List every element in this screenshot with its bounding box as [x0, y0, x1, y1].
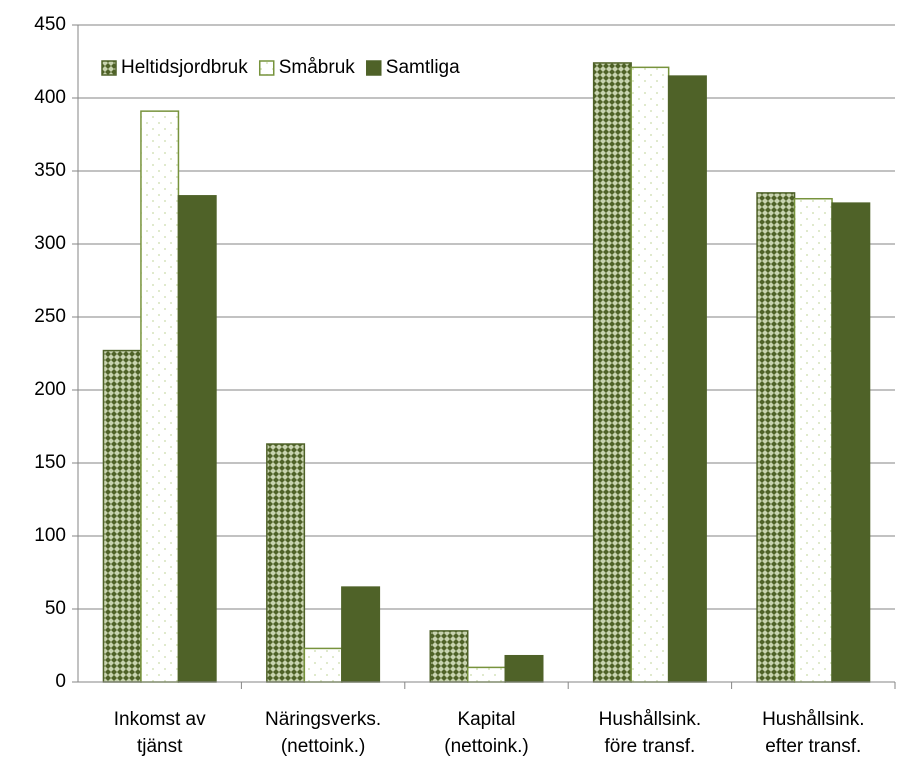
bar — [667, 75, 707, 683]
x-tick-label: Kapital — [457, 709, 515, 730]
y-tick-label: 250 — [34, 306, 66, 327]
x-tick-label: Hushållsink. — [599, 709, 701, 730]
x-tick-label: Inkomst av — [114, 709, 206, 730]
legend-label: Heltidsjordbruk — [121, 57, 248, 78]
x-tick-label: efter transf. — [765, 736, 861, 757]
x-tick-label: (nettoink.) — [444, 736, 528, 757]
x-tick-label: Hushållsink. — [762, 709, 864, 730]
bar — [429, 630, 469, 683]
x-tick-label: (nettoink.) — [281, 736, 365, 757]
y-tick-label: 300 — [34, 233, 66, 254]
bar — [266, 443, 306, 683]
bar — [592, 62, 632, 683]
y-tick-label: 50 — [45, 598, 66, 619]
x-tick-label: före transf. — [604, 736, 695, 757]
bar — [177, 195, 217, 683]
y-tick-label: 150 — [34, 452, 66, 473]
y-tick-label: 0 — [55, 671, 66, 692]
y-tick-label: 200 — [34, 379, 66, 400]
legend-swatch — [366, 60, 382, 76]
x-tick-label: Näringsverks. — [265, 709, 381, 730]
bar — [303, 647, 343, 683]
legend-label: Småbruk — [279, 57, 356, 78]
legend-swatch — [258, 60, 275, 76]
y-tick-label: 350 — [34, 160, 66, 181]
legend-label: Samtliga — [386, 57, 460, 78]
legend-swatch — [101, 60, 117, 76]
bar — [831, 202, 871, 683]
bar — [630, 66, 670, 683]
x-tick-label: tjänst — [137, 736, 183, 757]
bar — [504, 654, 544, 683]
y-tick-label: 400 — [34, 87, 66, 108]
bar — [467, 666, 506, 683]
bar — [140, 110, 180, 683]
y-tick-label: 450 — [34, 14, 66, 35]
bar — [102, 349, 142, 683]
bar — [793, 197, 833, 683]
y-tick-label: 100 — [34, 525, 66, 546]
bar — [341, 586, 381, 683]
bar — [756, 192, 796, 683]
